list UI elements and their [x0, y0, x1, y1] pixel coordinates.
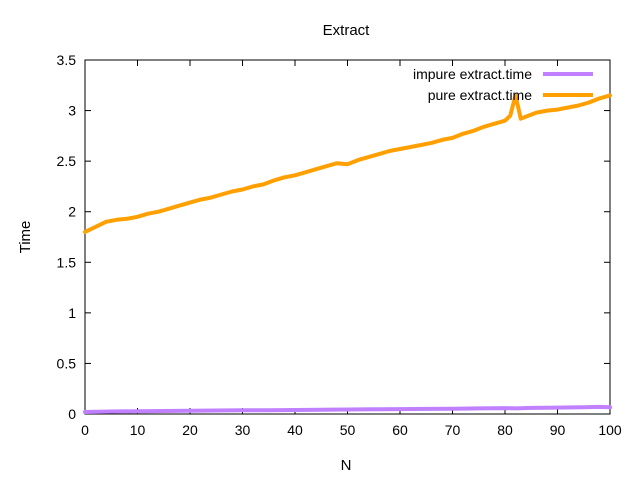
y-tick-label: 2 — [68, 204, 76, 220]
legend-label: pure extract.time — [428, 87, 532, 103]
chart-title: Extract — [323, 22, 371, 39]
series-group — [83, 93, 612, 414]
legend: impure extract.time pure extract.time — [413, 66, 593, 103]
y-tick-label: 0 — [68, 406, 76, 422]
x-tick-label: 60 — [392, 422, 408, 438]
x-axis-label: N — [341, 457, 352, 474]
x-tick-label: 100 — [598, 422, 622, 438]
y-tick-label: 3.5 — [57, 52, 77, 68]
y-axis: 0 0.5 1 1.5 2 2.5 3 3.5 — [57, 52, 610, 422]
x-tick-label: 30 — [235, 422, 251, 438]
legend-label: impure extract.time — [413, 66, 532, 82]
x-tick-label: 40 — [287, 422, 303, 438]
y-tick-label: 0.5 — [57, 355, 77, 371]
x-tick-label: 90 — [550, 422, 566, 438]
x-tick-label: 70 — [445, 422, 461, 438]
x-tick-label: 80 — [497, 422, 513, 438]
y-tick-label: 2.5 — [57, 153, 77, 169]
y-tick-label: 3 — [68, 103, 76, 119]
x-axis: 0 10 20 30 40 50 60 70 80 90 100 — [81, 60, 622, 438]
series-line-2 — [83, 93, 612, 234]
x-tick-label: 10 — [130, 422, 146, 438]
y-tick-label: 1.5 — [57, 254, 77, 270]
x-tick-label: 20 — [182, 422, 198, 438]
series-line-1 — [83, 404, 612, 414]
y-tick-label: 1 — [68, 305, 76, 321]
x-tick-label: 0 — [81, 422, 89, 438]
y-axis-label: Time — [17, 221, 34, 254]
x-tick-label: 50 — [340, 422, 356, 438]
